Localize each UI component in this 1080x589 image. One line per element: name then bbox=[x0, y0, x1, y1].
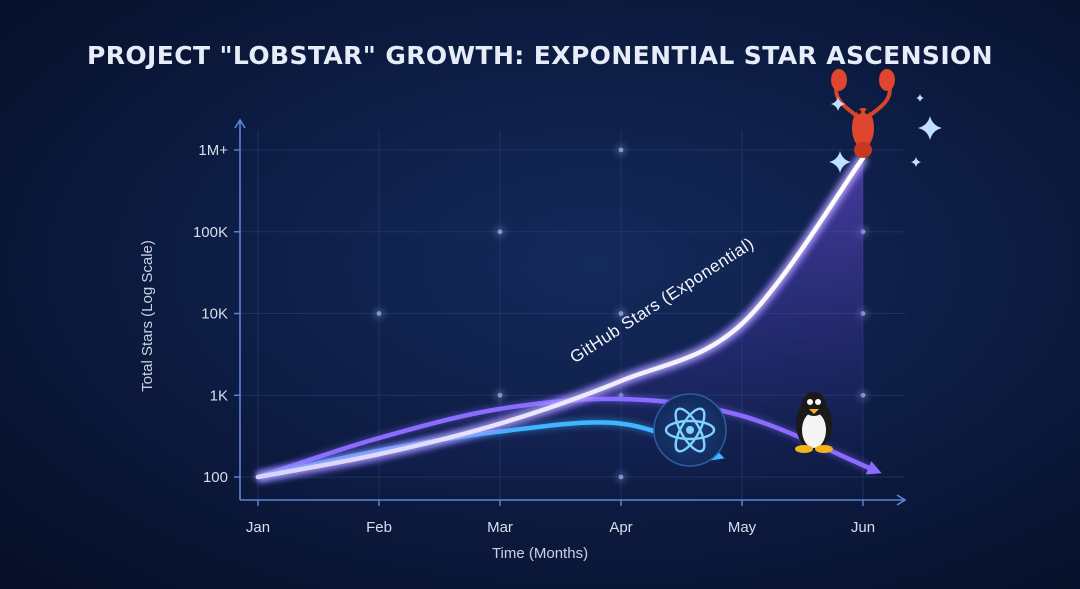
main-series-line bbox=[255, 155, 866, 480]
x-tick-label: May bbox=[728, 519, 757, 536]
lobster-claw-left bbox=[831, 68, 847, 91]
grid-dot bbox=[497, 229, 503, 235]
series-lines bbox=[255, 153, 882, 484]
x-tick-label: Feb bbox=[366, 519, 392, 536]
axes bbox=[234, 118, 907, 506]
sparkle-icon bbox=[918, 116, 942, 140]
y-tick-label: 100 bbox=[203, 469, 228, 486]
x-tick-label: Jun bbox=[851, 519, 875, 536]
x-tick-labels: Jan Feb Mar Apr May Jun bbox=[246, 519, 875, 536]
lobster-eye-left bbox=[856, 109, 862, 115]
penguin-eye-right bbox=[815, 399, 821, 405]
react-orbit bbox=[674, 407, 706, 453]
lobster-claw-right bbox=[879, 68, 895, 91]
grid-dot bbox=[618, 147, 624, 153]
grid-dot bbox=[376, 311, 382, 316]
penguin-foot-right bbox=[815, 445, 833, 453]
y-tick-label: 1K bbox=[210, 387, 228, 404]
x-axis-label: Time (Months) bbox=[492, 545, 588, 562]
lobster-eye-right bbox=[864, 109, 870, 115]
penguin-foot-left bbox=[795, 445, 813, 453]
y-axis-arrow bbox=[234, 118, 246, 129]
x-tick-label: Apr bbox=[609, 519, 632, 536]
lobster-body bbox=[852, 107, 874, 148]
chart-title: PROJECT "LOBSTAR" GROWTH: EXPONENTIAL ST… bbox=[87, 41, 993, 70]
penguin-belly bbox=[802, 412, 826, 448]
y-tick-label: 100K bbox=[193, 224, 228, 241]
grid-dot bbox=[618, 311, 624, 316]
react-orbit bbox=[664, 419, 716, 441]
react-nucleus bbox=[686, 426, 694, 434]
sparkle-icon bbox=[831, 97, 845, 111]
lobster-tail bbox=[854, 141, 872, 158]
lobster-icon bbox=[831, 68, 895, 158]
penguin-eye-left bbox=[807, 399, 813, 405]
y-tick-labels: 100 1K 10K 100K 1M+ bbox=[193, 142, 228, 486]
x-axis-arrow bbox=[896, 494, 907, 506]
linux-penguin-icon bbox=[795, 392, 833, 453]
x-tick-label: Jan bbox=[246, 519, 270, 536]
penguin-head bbox=[802, 392, 826, 416]
y-tick-label: 10K bbox=[201, 306, 228, 323]
sparkle-icon bbox=[911, 157, 921, 167]
sparkle-icon bbox=[916, 94, 924, 102]
grid-dot bbox=[497, 392, 503, 398]
penguin-beak bbox=[809, 409, 819, 414]
sparkle-icon bbox=[829, 151, 851, 173]
y-axis-label: Total Stars (Log Scale) bbox=[139, 240, 156, 392]
react-atom-icon bbox=[653, 393, 727, 467]
series-icons bbox=[653, 68, 942, 467]
react-orbit bbox=[674, 407, 706, 453]
x-tick-label: Mar bbox=[487, 519, 513, 536]
y-tick-label: 1M+ bbox=[198, 142, 228, 159]
